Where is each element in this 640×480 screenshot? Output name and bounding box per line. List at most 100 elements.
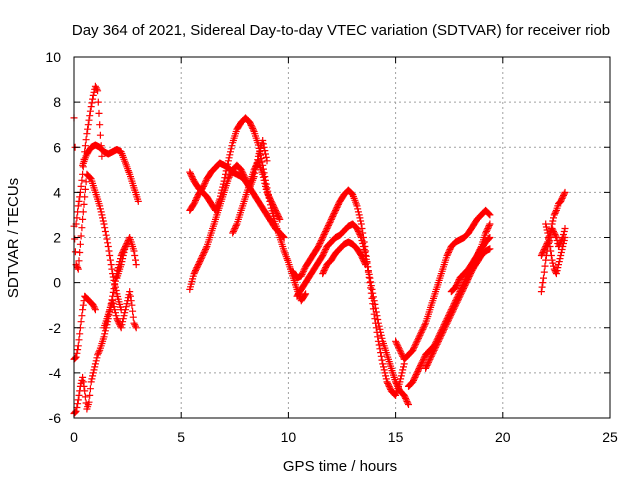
data-point [457,289,465,297]
data-point [360,258,368,266]
data-point [560,228,568,235]
data-point [71,408,79,416]
data-point [462,279,470,287]
y-tick-label: 2 [53,230,61,246]
data-point [360,246,368,253]
data-point [549,217,557,225]
data-point [457,291,465,299]
data-point [485,235,492,243]
data-point [483,226,491,234]
data-point [317,238,325,246]
data-point [416,331,424,339]
data-point [485,223,492,231]
data-point [561,188,569,196]
data-point [325,220,333,228]
data-point [267,196,274,204]
data-point [374,319,382,327]
data-point [414,367,422,375]
data-point [448,309,456,317]
data-point [353,202,361,210]
data-point [455,295,462,303]
y-tick-label: 10 [45,49,61,65]
data-point [109,297,117,305]
data-point [299,269,307,277]
data-point [446,246,454,253]
data-point [417,328,425,336]
data-point [366,274,374,282]
data-point [227,169,235,177]
data-point [92,357,100,365]
data-point [83,130,91,138]
data-point [262,185,270,193]
data-point [320,231,328,238]
data-point [226,172,234,180]
data-point [372,308,380,316]
data-point [188,173,196,181]
data-point [269,202,277,210]
data-point [132,324,140,332]
data-point [370,297,378,305]
data-point [419,325,427,333]
data-point [553,267,561,275]
data-point [71,248,79,256]
data-point [79,215,87,223]
data-point [353,225,361,232]
data-point [94,98,102,106]
data-point [354,226,362,234]
data-point [279,233,287,241]
data-point [465,274,472,282]
data-point [356,214,364,222]
data-point [383,378,391,386]
data-point [73,404,81,411]
data-point [260,176,268,184]
x-tick-label: 20 [495,429,511,445]
grid-lines [74,57,610,418]
data-point [79,378,87,386]
data-point [127,292,134,300]
data-point [226,151,234,159]
data-point [231,225,239,232]
data-point [268,199,276,207]
data-point [409,346,417,354]
data-point [460,285,467,293]
data-point [82,136,90,144]
data-point [541,244,549,252]
data-point [112,312,120,320]
data-point [333,203,341,211]
data-point [354,208,362,216]
data-point [190,200,198,208]
data-point [314,243,322,250]
data-point [262,153,270,161]
x-tick-label: 0 [70,429,78,445]
data-point [424,360,432,368]
data-point [395,384,402,392]
data-point [550,214,557,222]
data-point [123,300,131,308]
data-point [319,232,327,240]
data-point [453,298,461,306]
x-tick-label: 5 [177,429,185,445]
data-point [125,291,133,299]
data-point [378,356,386,364]
data-point [130,247,138,255]
data-point [397,349,405,357]
data-point [377,352,385,360]
data-point [78,312,86,320]
data-point [87,103,95,111]
data-point [193,264,201,272]
data-point [76,240,84,248]
data-point [557,196,565,204]
data-point [458,288,466,296]
data-point [102,231,110,239]
data-point [412,370,420,378]
data-point [279,232,287,240]
data-point [227,145,235,153]
data-point [251,164,259,172]
data-point [334,202,342,210]
data-point [486,220,494,228]
data-point [90,366,98,374]
data-point [367,278,375,286]
data-point [74,400,82,408]
data-point [329,211,337,219]
data-point [122,303,130,311]
